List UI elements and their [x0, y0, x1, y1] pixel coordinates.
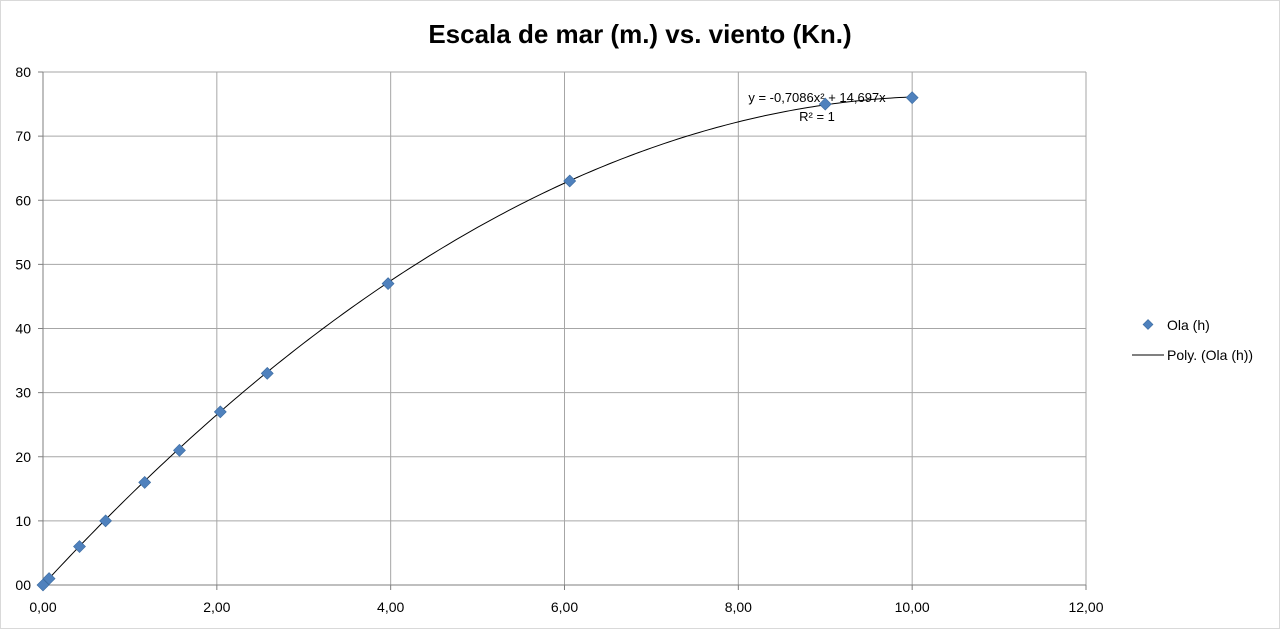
legend-marker-ola	[1142, 319, 1154, 330]
chart-title: Escala de mar (m.) vs. viento (Kn.)	[428, 19, 851, 49]
legend-label-ola: Ola (h)	[1167, 317, 1210, 333]
y-tick-label: 60	[15, 192, 31, 208]
x-tick-label: 0,00	[29, 599, 56, 615]
axis-tick-labels: 00 10 20 30 40 50 60 70 80 0,00 2,00 4,00 6,00 8,00 10…	[15, 64, 1103, 615]
data-point-marker	[73, 540, 86, 553]
y-tick-label: 40	[15, 321, 31, 337]
data-point-marker	[213, 405, 227, 419]
x-tick-label: 8,00	[725, 599, 752, 615]
trendline-curve	[42, 96, 913, 586]
legend-label-poly: Poly. (Ola (h))	[1167, 347, 1253, 363]
trendline-group	[42, 96, 913, 586]
data-point-marker	[42, 572, 56, 586]
trendline-equation: y = -0,7086x² + 14,697x	[748, 90, 886, 105]
data-point-marker	[138, 475, 152, 489]
x-tick-label: 6,00	[551, 599, 578, 615]
y-tick-label: 00	[15, 577, 31, 593]
y-tick-label: 30	[15, 385, 31, 401]
y-tick-label: 10	[15, 513, 31, 529]
x-tick-label: 12,00	[1068, 599, 1103, 615]
y-tick-label: 50	[15, 256, 31, 272]
x-tick-label: 4,00	[377, 599, 404, 615]
grid-lines	[38, 71, 1087, 590]
data-point-marker	[818, 97, 832, 111]
data-point-marker	[99, 514, 113, 528]
data-point-marker	[563, 174, 577, 188]
legend: Ola (h) Poly. (Ola (h))	[1132, 317, 1253, 363]
y-tick-label: 20	[15, 449, 31, 465]
data-point-marker	[173, 443, 186, 457]
data-points	[36, 91, 919, 592]
x-tick-label: 10,00	[895, 599, 930, 615]
x-tick-label: 2,00	[203, 599, 230, 615]
y-tick-label: 80	[15, 64, 31, 80]
data-point-marker	[260, 366, 274, 380]
data-point-marker	[36, 578, 50, 592]
data-point-marker	[905, 91, 919, 105]
y-tick-label: 70	[15, 128, 31, 144]
trendline-r-squared: R² = 1	[799, 109, 835, 124]
data-point-marker	[381, 277, 395, 291]
